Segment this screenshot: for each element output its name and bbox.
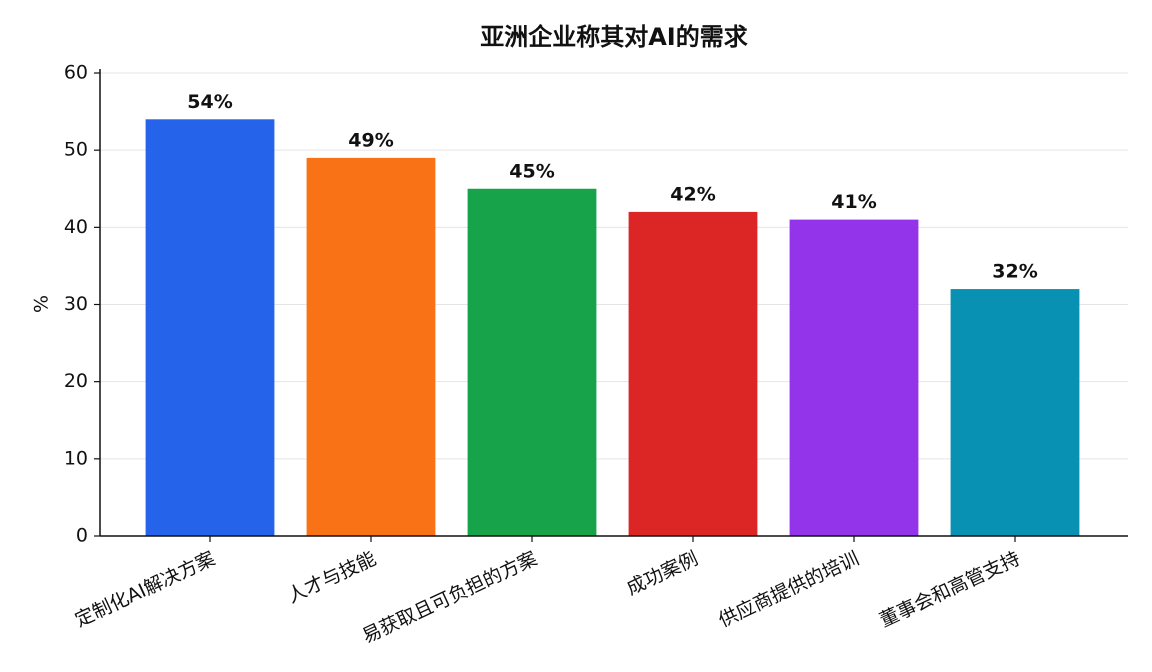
data-label: 54%: [187, 91, 232, 113]
x-tick-label: 成功案例: [623, 548, 701, 600]
y-tick-label: 10: [64, 447, 88, 469]
y-tick-label: 20: [64, 370, 88, 392]
x-tick-label: 易获取且可负担的方案: [359, 548, 541, 648]
y-tick-label: 50: [64, 139, 88, 161]
y-tick-label: 40: [64, 216, 88, 238]
y-axis-label: %: [31, 295, 53, 313]
bar: [306, 157, 436, 536]
x-tick-label: 定制化AI解决方案: [72, 548, 219, 632]
y-tick-label: 0: [76, 525, 88, 547]
bar: [950, 289, 1080, 536]
y-tick-label: 60: [64, 62, 88, 84]
x-tick-label: 人才与技能: [284, 548, 379, 608]
data-label: 45%: [509, 160, 554, 182]
chart-title: 亚洲企业称其对AI的需求: [480, 23, 748, 51]
y-tick-label: 30: [64, 293, 88, 315]
x-tick-label: 供应商提供的培训: [715, 548, 862, 632]
bar: [628, 211, 758, 536]
bar: [467, 188, 597, 536]
x-tick-label: 董事会和高管支持: [876, 548, 1023, 632]
data-label: 42%: [670, 183, 715, 205]
data-label: 41%: [831, 191, 876, 213]
data-label: 32%: [992, 261, 1037, 283]
data-label: 49%: [348, 129, 393, 151]
bar: [789, 219, 919, 536]
bar: [145, 119, 275, 537]
